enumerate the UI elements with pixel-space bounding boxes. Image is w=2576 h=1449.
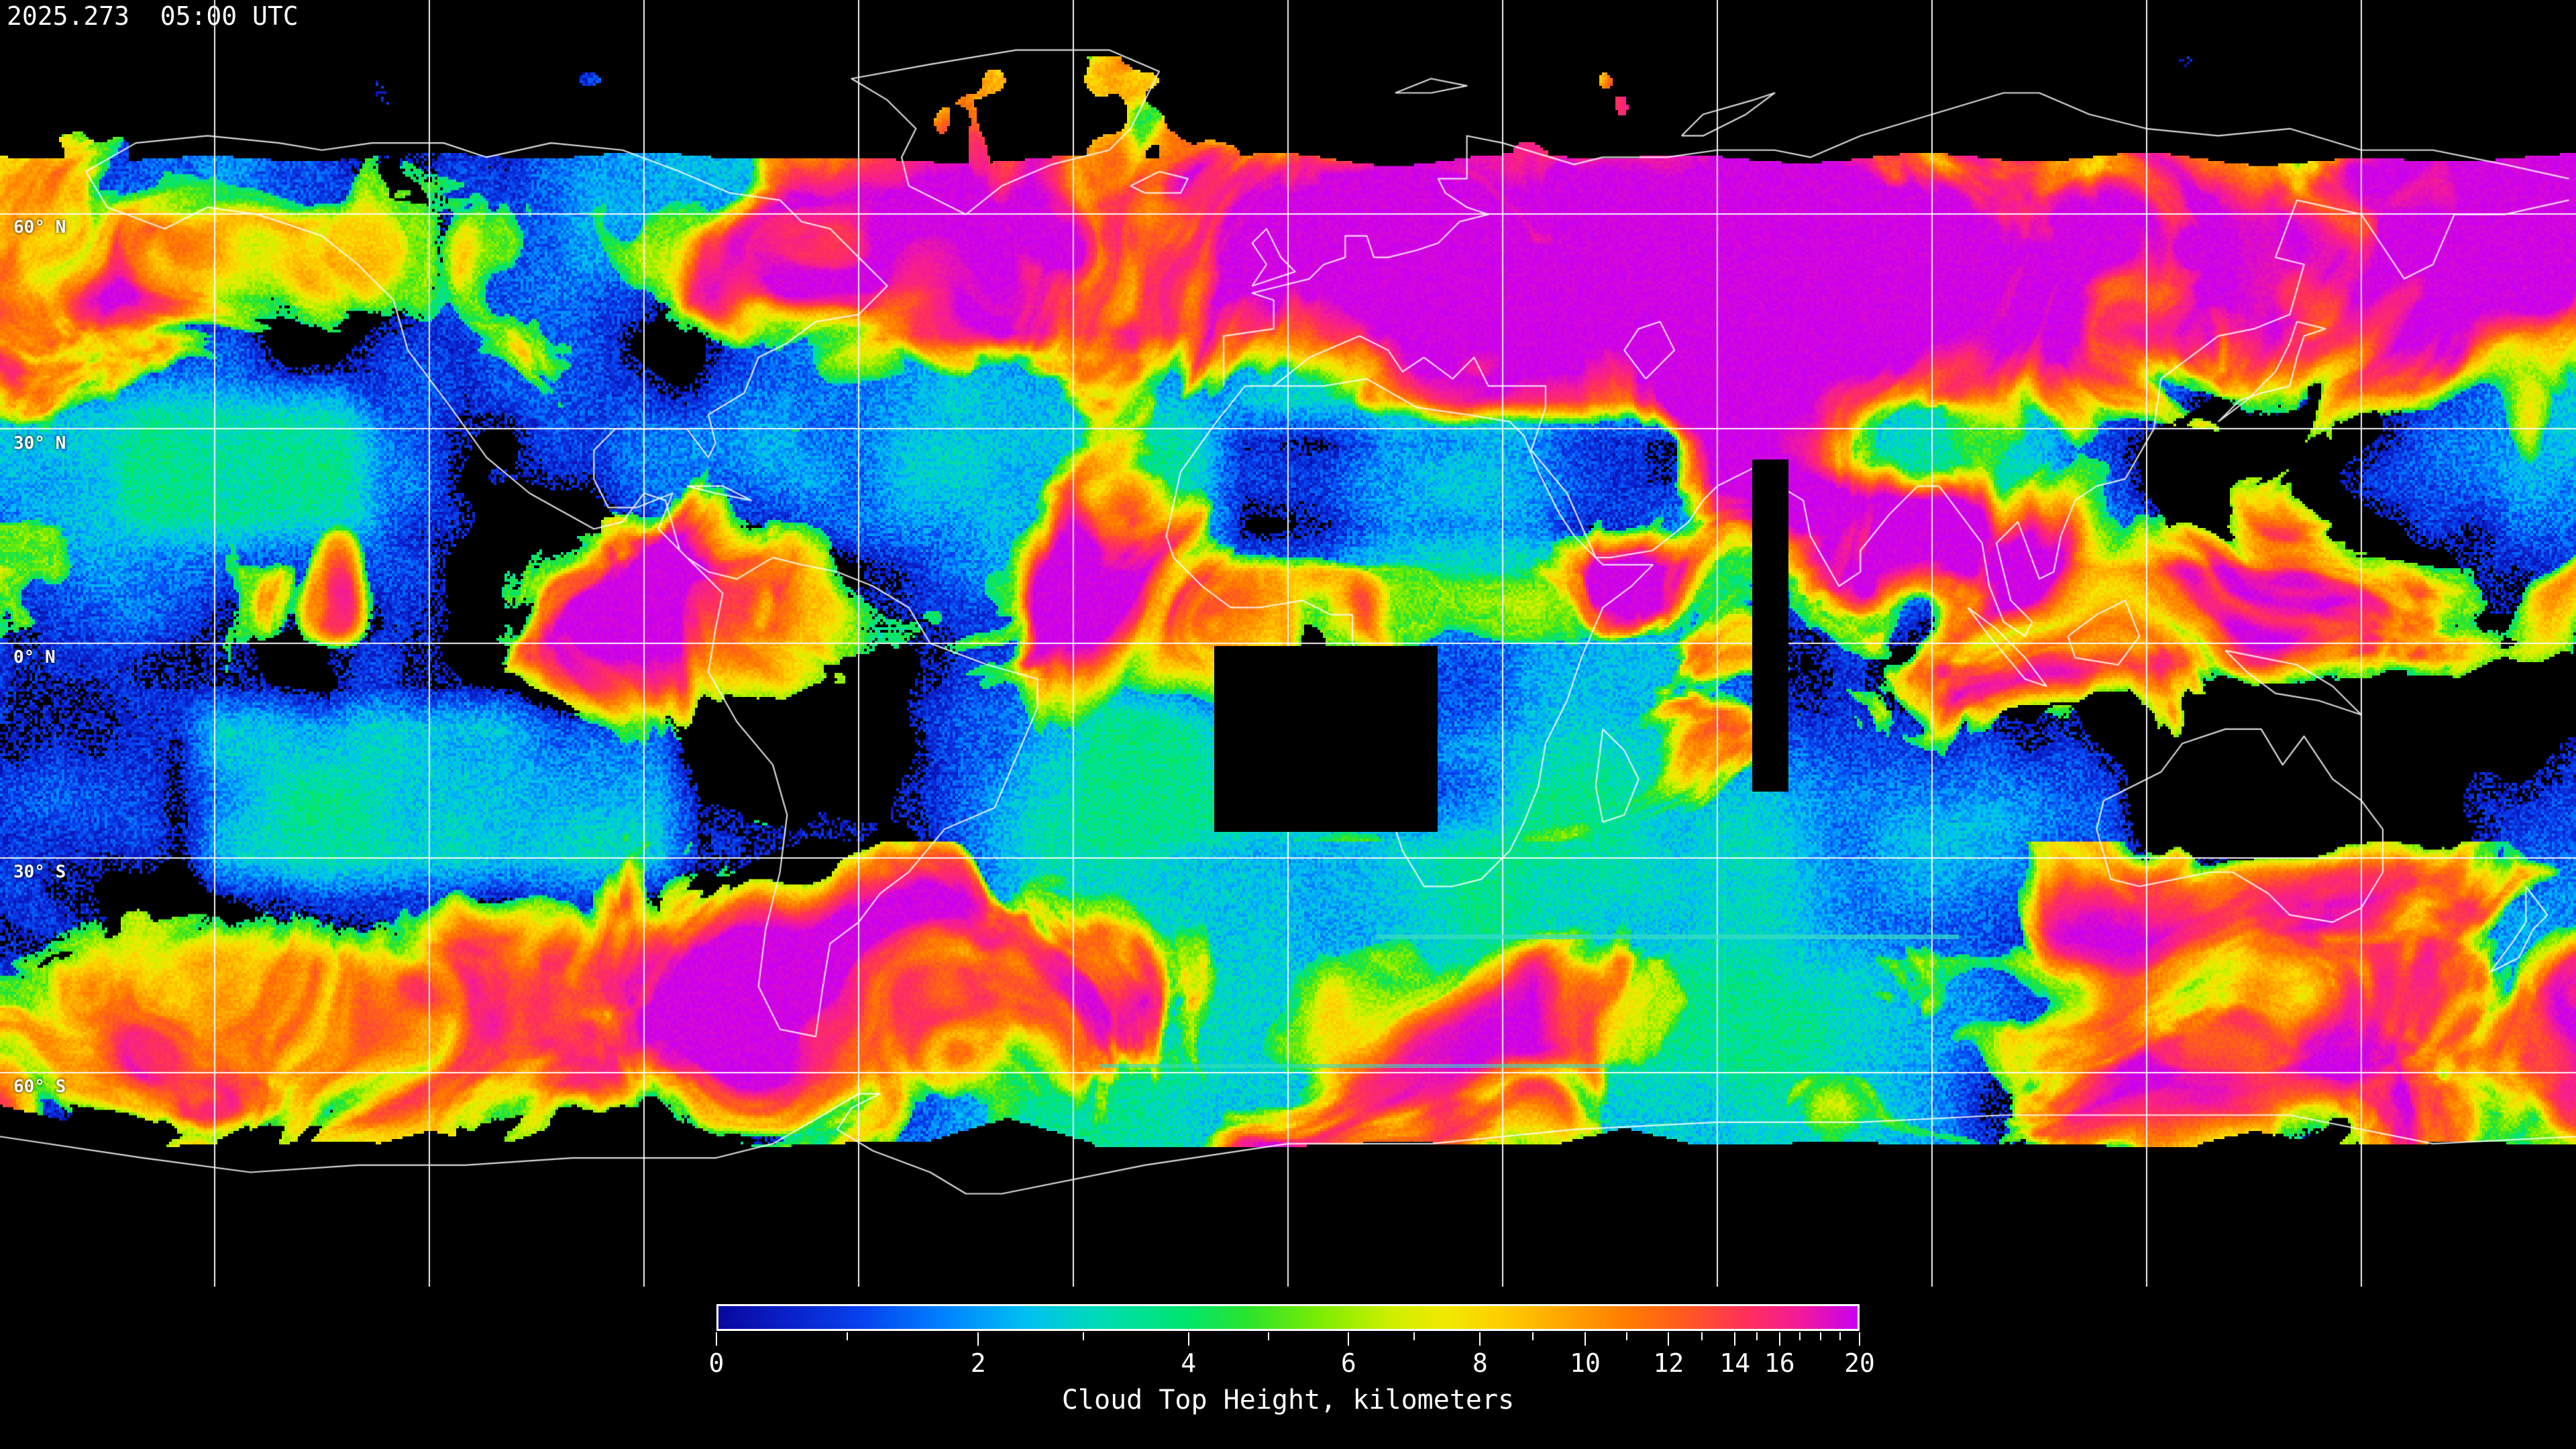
- colorbar-tick-label: 10: [1570, 1348, 1601, 1378]
- colorbar-tick: [847, 1332, 849, 1340]
- lat-label-0n: 0° N: [13, 647, 56, 667]
- colorbar-tick: [1668, 1332, 1670, 1346]
- colorbar-tick: [1734, 1332, 1736, 1346]
- colorbar-tick: [1839, 1332, 1841, 1340]
- colorbar-tick-label: 20: [1844, 1348, 1875, 1378]
- colorbar-tick-label: 4: [1181, 1348, 1197, 1378]
- colorbar-tick: [1778, 1332, 1780, 1346]
- colorbar-tick: [716, 1332, 717, 1346]
- colorbar-tick: [1820, 1332, 1822, 1340]
- colorbar-tick: [1859, 1332, 1860, 1346]
- lat-label-60n: 60° N: [13, 217, 66, 237]
- grid-coastline-overlay-canvas: [0, 0, 2576, 1287]
- colorbar-tick: [1082, 1332, 1084, 1340]
- map-region: 2025.273 05:00 UTC 60° N 30° N 0° N 30° …: [0, 0, 2576, 1287]
- colorbar-tick-label: 8: [1472, 1348, 1488, 1378]
- artifact-streak: [1375, 934, 1959, 939]
- colorbar-tick: [1348, 1332, 1350, 1346]
- colorbar-tick-label: 16: [1764, 1348, 1795, 1378]
- data-gap-region: [1214, 646, 1438, 832]
- colorbar-tick-label: 12: [1653, 1348, 1684, 1378]
- colorbar-tick: [1585, 1332, 1587, 1346]
- colorbar-tick: [1626, 1332, 1628, 1340]
- colorbar-tick: [977, 1332, 979, 1346]
- lat-label-30s: 30° S: [13, 862, 66, 882]
- lat-label-30n: 30° N: [13, 433, 66, 453]
- colorbar-tick: [1187, 1332, 1189, 1346]
- colorbar-tick: [1413, 1332, 1415, 1340]
- colorbar-tick: [1701, 1332, 1703, 1340]
- data-gap-region: [1752, 460, 1788, 792]
- colorbar-tick-label: 6: [1340, 1348, 1356, 1378]
- colorbar-tick-label: 0: [708, 1348, 724, 1378]
- colorbar-tick-label: 2: [970, 1348, 986, 1378]
- colorbar-ticks: [716, 1332, 1860, 1348]
- colorbar-caption: Cloud Top Height, kilometers: [1061, 1385, 1515, 1415]
- colorbar-tick-label: 14: [1719, 1348, 1751, 1378]
- colorbar-tick: [1799, 1332, 1801, 1340]
- timestamp-label: 2025.273 05:00 UTC: [7, 1, 299, 31]
- lat-label-60s: 60° S: [13, 1077, 66, 1097]
- colorbar-tick: [1479, 1332, 1481, 1346]
- artifact-streak: [1100, 1064, 1610, 1068]
- colorbar-tick: [1756, 1332, 1758, 1340]
- colorbar-gradient: [716, 1304, 1860, 1331]
- colorbar-tick: [1532, 1332, 1534, 1340]
- colorbar-tick: [1268, 1332, 1270, 1340]
